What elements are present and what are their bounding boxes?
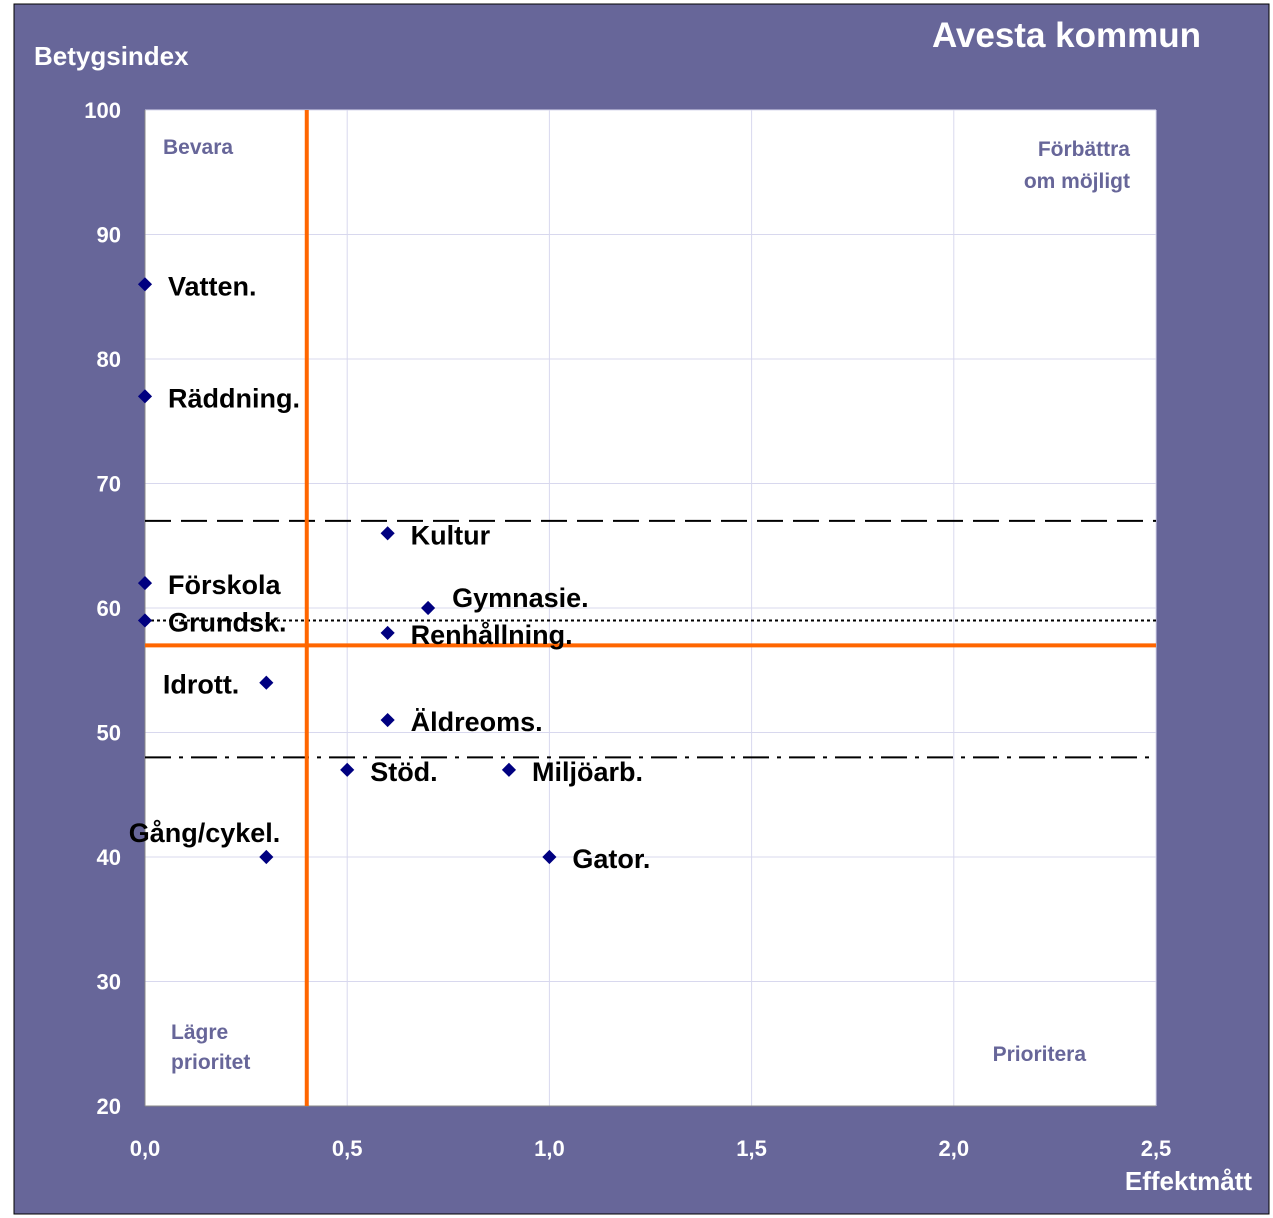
y-tick-label: 70 (97, 472, 121, 497)
y-tick-label: 20 (97, 1094, 121, 1119)
data-point (380, 712, 395, 728)
data-point (380, 526, 395, 541)
data-point (340, 762, 355, 777)
tick-labels: 20 30 40 50 60 70 80 90 100 0,0 0,5 1,0 1,5 2,0 2,5 (84, 98, 1171, 1161)
data-label: Förskola (168, 570, 282, 600)
y-tick-label: 50 (97, 721, 121, 746)
data-label: Miljöarb. (532, 757, 643, 787)
y-tick-label: 60 (97, 596, 121, 621)
x-axis-label: Effektmått (1125, 1166, 1252, 1196)
quadrant-label-top-right: om möjligt (1024, 170, 1130, 193)
quadrant-label-bottom-right: Prioritera (993, 1043, 1087, 1066)
threshold-lines (145, 110, 1156, 1106)
data-label: Räddning. (168, 383, 300, 413)
data-point (137, 613, 153, 628)
data-label: Gymnasie. (452, 583, 589, 613)
x-tick-label: 1,5 (736, 1136, 767, 1161)
data-point (259, 849, 274, 865)
data-label: Renhållning. (411, 620, 573, 650)
data-label: Stöd. (370, 757, 438, 787)
data-label: Äldreoms. (411, 707, 543, 737)
data-label: Kultur (411, 520, 491, 550)
y-tick-label: 90 (97, 223, 121, 248)
x-tick-label: 0,0 (130, 1136, 161, 1161)
x-tick-label: 2,5 (1141, 1136, 1172, 1161)
x-tick-label: 1,0 (534, 1136, 565, 1161)
data-label: Gång/cykel. (129, 818, 281, 848)
data-point (137, 277, 153, 292)
x-tick-label: 2,0 (939, 1136, 970, 1161)
data-point (380, 625, 395, 640)
grid-lines (144, 109, 1157, 1107)
y-tick-label: 80 (97, 347, 121, 372)
y-tick-label: 30 (97, 970, 121, 995)
y-axis-label: Betygsindex (34, 41, 189, 71)
data-label: Vatten. (168, 271, 257, 301)
data-point (137, 389, 153, 404)
quadrant-labels: Bevara Förbättra om möjligt Lägre prioritet P… (163, 136, 1130, 1074)
y-tick-label: 40 (97, 845, 121, 870)
data-point (421, 600, 436, 616)
data-point (137, 576, 153, 591)
data-label: Grundsk. (168, 607, 287, 637)
data-point (542, 849, 557, 865)
data-point (501, 762, 517, 777)
data-label: Idrott. (163, 670, 239, 700)
x-tick-label: 0,5 (332, 1136, 363, 1161)
chart-title: Avesta kommun (932, 16, 1201, 55)
reference-lines (145, 519, 1156, 759)
data-point (259, 675, 274, 690)
quadrant-label-top-right: Förbättra (1038, 138, 1130, 161)
quadrant-label-top-left: Bevara (163, 136, 233, 159)
quadrant-label-bottom-left: prioritet (171, 1051, 250, 1074)
quadrant-label-bottom-left: Lägre (171, 1021, 228, 1044)
data-label: Gator. (572, 844, 650, 874)
data-points: Vatten. Räddning. Kultur Förskola Gymnasie. G… (129, 271, 651, 874)
y-tick-label: 100 (84, 98, 121, 123)
